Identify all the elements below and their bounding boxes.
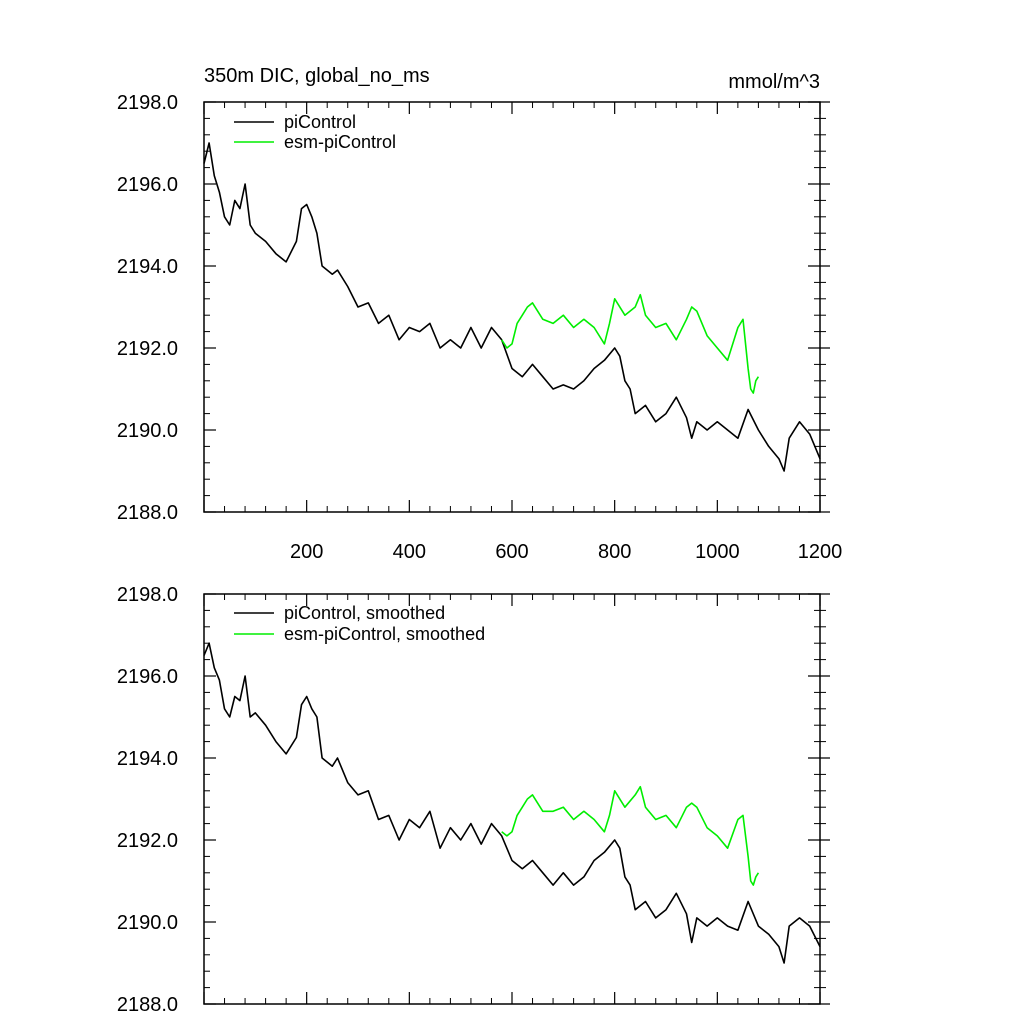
top-ticks: 2188.0 2190.0 2192.0 2194.0 2196.0 2198.0 200 4… <box>117 92 842 563</box>
y-tick-label: 2192.0 <box>117 830 178 852</box>
y-tick-label: 2194.0 <box>117 748 178 770</box>
chart-title: 350m DIC, global_no_ms <box>204 65 430 87</box>
top-panel: 350m DIC, global_no_ms mmol/m^3 2188.021… <box>117 65 842 563</box>
bottom-ticks: 2188.0 2190.0 2192.0 2194.0 2196.0 2198.0 <box>117 584 830 1016</box>
series-line-picontrol-smoothed <box>203 642 821 964</box>
y-tick-label: 2190.0 <box>117 912 178 934</box>
legend-label-picontrol-smoothed: piControl, smoothed <box>284 603 445 623</box>
x-tick-label: 400 <box>393 541 426 563</box>
y-tick-label: 2188.0 <box>117 502 178 524</box>
series-line-esm-picontrol-smoothed <box>501 785 760 886</box>
units-label: mmol/m^3 <box>728 71 820 93</box>
x-tick-label: 800 <box>598 541 631 563</box>
y-tick-label: 2198.0 <box>117 92 178 114</box>
bottom-plot-frame <box>203 593 821 1005</box>
y-tick-label: 2192.0 <box>117 338 178 360</box>
bottom-panel: 2188.0 2190.0 2192.0 2194.0 2196.0 2198.0 piC… <box>117 584 830 1016</box>
y-tick-label: 2196.0 <box>117 174 178 196</box>
legend-label-picontrol: piControl <box>284 112 356 132</box>
top-legend: piControl esm-piControl <box>234 112 396 152</box>
y-tick-label: 2188.0 <box>117 994 178 1016</box>
y-tick-label: 2190.0 <box>117 420 178 442</box>
x-tick-label: 200 <box>290 541 323 563</box>
series-line-picontrol <box>203 142 821 472</box>
y-tick-label: 2194.0 <box>117 256 178 278</box>
bottom-series-lines <box>203 642 821 964</box>
legend-label-esm-picontrol-smoothed: esm-piControl, smoothed <box>284 624 485 644</box>
legend-label-esm-picontrol: esm-piControl <box>284 132 396 152</box>
x-tick-label: 600 <box>495 541 528 563</box>
series-line-esm-picontrol <box>501 293 760 394</box>
top-series-lines <box>203 142 821 472</box>
y-tick-label: 2196.0 <box>117 666 178 688</box>
bottom-legend: piControl, smoothed esm-piControl, smoot… <box>234 603 485 644</box>
top-plot-frame <box>203 101 821 513</box>
x-tick-label: 1200 <box>798 541 843 563</box>
x-tick-label: 1000 <box>695 541 740 563</box>
y-tick-label: 2198.0 <box>117 584 178 606</box>
